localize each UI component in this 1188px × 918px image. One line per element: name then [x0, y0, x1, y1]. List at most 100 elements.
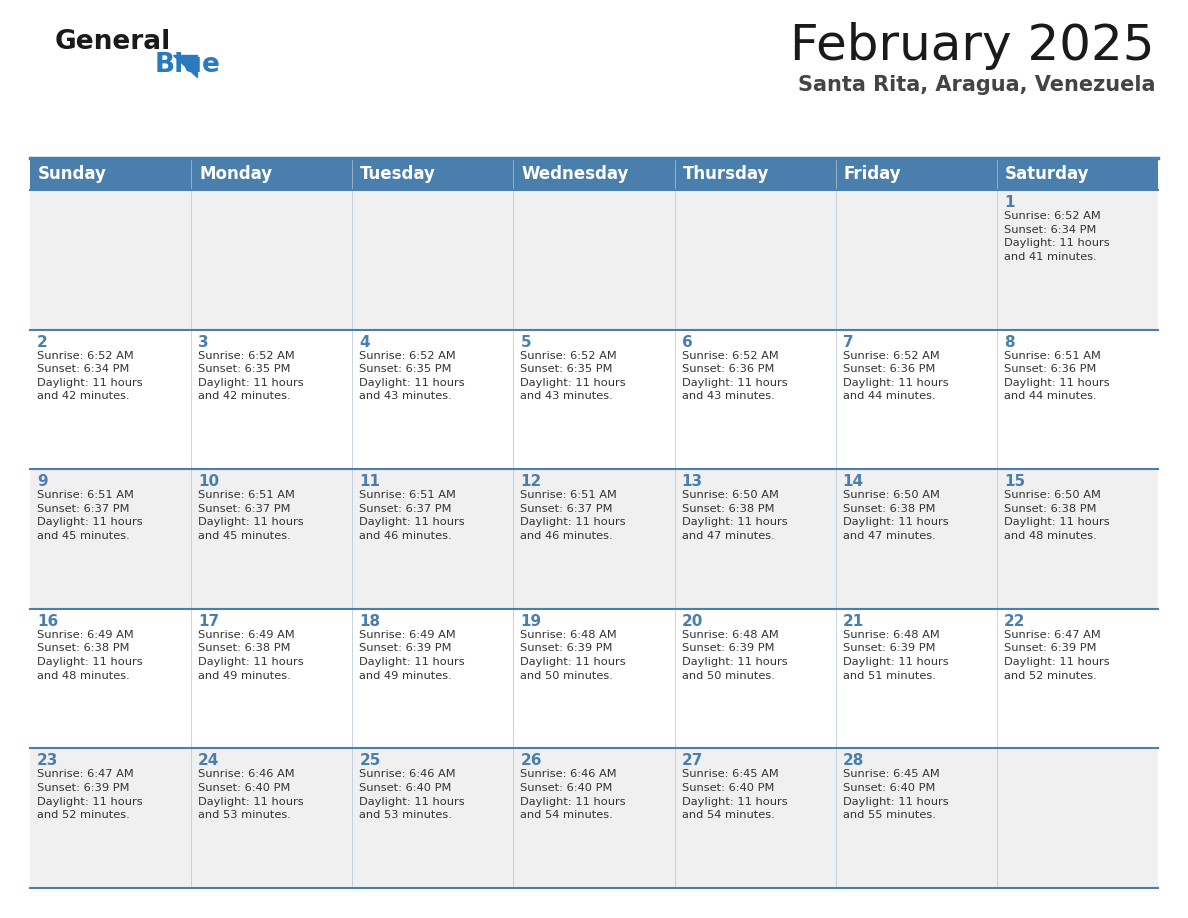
Text: Saturday: Saturday	[1005, 165, 1089, 183]
Text: February 2025: February 2025	[790, 22, 1155, 70]
Bar	[191, 158, 353, 190]
Text: 10: 10	[198, 475, 220, 489]
Text: 27: 27	[682, 754, 703, 768]
Bar	[835, 609, 997, 748]
Text: 22: 22	[1004, 614, 1025, 629]
Text: 2: 2	[37, 334, 48, 350]
Text: 19: 19	[520, 614, 542, 629]
Text: Sunrise: 6:48 AM
Sunset: 6:39 PM
Daylight: 11 hours
and 50 minutes.: Sunrise: 6:48 AM Sunset: 6:39 PM Dayligh…	[520, 630, 626, 680]
Text: Sunrise: 6:51 AM
Sunset: 6:37 PM
Daylight: 11 hours
and 45 minutes.: Sunrise: 6:51 AM Sunset: 6:37 PM Dayligh…	[198, 490, 304, 541]
Text: 15: 15	[1004, 475, 1025, 489]
Text: 16: 16	[37, 614, 58, 629]
Bar	[191, 469, 353, 609]
Bar	[997, 158, 1158, 190]
Bar	[30, 158, 191, 190]
Text: 20: 20	[682, 614, 703, 629]
Text: 12: 12	[520, 475, 542, 489]
Text: 14: 14	[842, 475, 864, 489]
Bar	[353, 158, 513, 190]
Text: Sunrise: 6:46 AM
Sunset: 6:40 PM
Daylight: 11 hours
and 54 minutes.: Sunrise: 6:46 AM Sunset: 6:40 PM Dayligh…	[520, 769, 626, 820]
Text: Sunrise: 6:45 AM
Sunset: 6:40 PM
Daylight: 11 hours
and 54 minutes.: Sunrise: 6:45 AM Sunset: 6:40 PM Dayligh…	[682, 769, 788, 820]
Text: Sunrise: 6:48 AM
Sunset: 6:39 PM
Daylight: 11 hours
and 51 minutes.: Sunrise: 6:48 AM Sunset: 6:39 PM Dayligh…	[842, 630, 948, 680]
Text: Santa Rita, Aragua, Venezuela: Santa Rita, Aragua, Venezuela	[797, 75, 1155, 95]
Bar	[30, 330, 191, 469]
Text: Sunrise: 6:48 AM
Sunset: 6:39 PM
Daylight: 11 hours
and 50 minutes.: Sunrise: 6:48 AM Sunset: 6:39 PM Dayligh…	[682, 630, 788, 680]
Bar	[835, 469, 997, 609]
Text: 21: 21	[842, 614, 864, 629]
Bar	[513, 469, 675, 609]
Text: Sunrise: 6:47 AM
Sunset: 6:39 PM
Daylight: 11 hours
and 52 minutes.: Sunrise: 6:47 AM Sunset: 6:39 PM Dayligh…	[1004, 630, 1110, 680]
Bar	[30, 469, 191, 609]
Text: 26: 26	[520, 754, 542, 768]
Text: 17: 17	[198, 614, 220, 629]
Text: Sunrise: 6:51 AM
Sunset: 6:36 PM
Daylight: 11 hours
and 44 minutes.: Sunrise: 6:51 AM Sunset: 6:36 PM Dayligh…	[1004, 351, 1110, 401]
Bar	[353, 609, 513, 748]
Text: Sunrise: 6:51 AM
Sunset: 6:37 PM
Daylight: 11 hours
and 45 minutes.: Sunrise: 6:51 AM Sunset: 6:37 PM Dayligh…	[37, 490, 143, 541]
Bar	[835, 330, 997, 469]
Bar	[997, 609, 1158, 748]
Bar	[675, 190, 835, 330]
Bar	[513, 158, 675, 190]
Text: 9: 9	[37, 475, 48, 489]
Bar	[835, 158, 997, 190]
Text: Sunrise: 6:46 AM
Sunset: 6:40 PM
Daylight: 11 hours
and 53 minutes.: Sunrise: 6:46 AM Sunset: 6:40 PM Dayligh…	[198, 769, 304, 820]
Text: Sunrise: 6:52 AM
Sunset: 6:35 PM
Daylight: 11 hours
and 42 minutes.: Sunrise: 6:52 AM Sunset: 6:35 PM Dayligh…	[198, 351, 304, 401]
Bar	[675, 330, 835, 469]
Text: 25: 25	[359, 754, 380, 768]
Bar	[513, 190, 675, 330]
Bar	[997, 330, 1158, 469]
Text: Friday: Friday	[843, 165, 902, 183]
Bar	[675, 609, 835, 748]
Text: Sunrise: 6:52 AM
Sunset: 6:34 PM
Daylight: 11 hours
and 41 minutes.: Sunrise: 6:52 AM Sunset: 6:34 PM Dayligh…	[1004, 211, 1110, 262]
Bar	[675, 158, 835, 190]
Text: Sunrise: 6:52 AM
Sunset: 6:35 PM
Daylight: 11 hours
and 43 minutes.: Sunrise: 6:52 AM Sunset: 6:35 PM Dayligh…	[359, 351, 465, 401]
Text: Sunrise: 6:49 AM
Sunset: 6:38 PM
Daylight: 11 hours
and 48 minutes.: Sunrise: 6:49 AM Sunset: 6:38 PM Dayligh…	[37, 630, 143, 680]
Text: Sunrise: 6:45 AM
Sunset: 6:40 PM
Daylight: 11 hours
and 55 minutes.: Sunrise: 6:45 AM Sunset: 6:40 PM Dayligh…	[842, 769, 948, 820]
Text: 7: 7	[842, 334, 853, 350]
Text: Sunrise: 6:52 AM
Sunset: 6:34 PM
Daylight: 11 hours
and 42 minutes.: Sunrise: 6:52 AM Sunset: 6:34 PM Dayligh…	[37, 351, 143, 401]
Bar	[191, 609, 353, 748]
Text: 4: 4	[359, 334, 369, 350]
Text: Sunrise: 6:51 AM
Sunset: 6:37 PM
Daylight: 11 hours
and 46 minutes.: Sunrise: 6:51 AM Sunset: 6:37 PM Dayligh…	[359, 490, 465, 541]
Bar	[675, 469, 835, 609]
Bar	[513, 330, 675, 469]
Text: Sunrise: 6:50 AM
Sunset: 6:38 PM
Daylight: 11 hours
and 47 minutes.: Sunrise: 6:50 AM Sunset: 6:38 PM Dayligh…	[682, 490, 788, 541]
Bar	[191, 190, 353, 330]
Bar	[191, 330, 353, 469]
Text: 13: 13	[682, 475, 702, 489]
Text: Tuesday: Tuesday	[360, 165, 436, 183]
Text: Blue: Blue	[154, 52, 221, 78]
Bar	[513, 609, 675, 748]
Bar	[513, 748, 675, 888]
Bar	[353, 748, 513, 888]
Text: Sunrise: 6:50 AM
Sunset: 6:38 PM
Daylight: 11 hours
and 47 minutes.: Sunrise: 6:50 AM Sunset: 6:38 PM Dayligh…	[842, 490, 948, 541]
Text: 1: 1	[1004, 195, 1015, 210]
Text: Sunrise: 6:46 AM
Sunset: 6:40 PM
Daylight: 11 hours
and 53 minutes.: Sunrise: 6:46 AM Sunset: 6:40 PM Dayligh…	[359, 769, 465, 820]
Text: Sunrise: 6:51 AM
Sunset: 6:37 PM
Daylight: 11 hours
and 46 minutes.: Sunrise: 6:51 AM Sunset: 6:37 PM Dayligh…	[520, 490, 626, 541]
Text: Thursday: Thursday	[683, 165, 769, 183]
Text: 5: 5	[520, 334, 531, 350]
Text: Sunrise: 6:47 AM
Sunset: 6:39 PM
Daylight: 11 hours
and 52 minutes.: Sunrise: 6:47 AM Sunset: 6:39 PM Dayligh…	[37, 769, 143, 820]
Text: 18: 18	[359, 614, 380, 629]
Text: Wednesday: Wednesday	[522, 165, 628, 183]
Bar	[997, 748, 1158, 888]
Text: Sunrise: 6:49 AM
Sunset: 6:39 PM
Daylight: 11 hours
and 49 minutes.: Sunrise: 6:49 AM Sunset: 6:39 PM Dayligh…	[359, 630, 465, 680]
Text: Sunrise: 6:49 AM
Sunset: 6:38 PM
Daylight: 11 hours
and 49 minutes.: Sunrise: 6:49 AM Sunset: 6:38 PM Dayligh…	[198, 630, 304, 680]
Text: 11: 11	[359, 475, 380, 489]
Polygon shape	[173, 55, 197, 77]
Text: Monday: Monday	[200, 165, 272, 183]
Text: General: General	[55, 29, 171, 55]
Text: Sunday: Sunday	[38, 165, 107, 183]
Text: Sunrise: 6:52 AM
Sunset: 6:36 PM
Daylight: 11 hours
and 44 minutes.: Sunrise: 6:52 AM Sunset: 6:36 PM Dayligh…	[842, 351, 948, 401]
Bar	[30, 609, 191, 748]
Text: 24: 24	[198, 754, 220, 768]
Text: 6: 6	[682, 334, 693, 350]
Bar	[997, 469, 1158, 609]
Text: Sunrise: 6:52 AM
Sunset: 6:36 PM
Daylight: 11 hours
and 43 minutes.: Sunrise: 6:52 AM Sunset: 6:36 PM Dayligh…	[682, 351, 788, 401]
Bar	[353, 330, 513, 469]
Bar	[353, 190, 513, 330]
Text: 28: 28	[842, 754, 864, 768]
Bar	[675, 748, 835, 888]
Bar	[30, 748, 191, 888]
Bar	[30, 190, 191, 330]
